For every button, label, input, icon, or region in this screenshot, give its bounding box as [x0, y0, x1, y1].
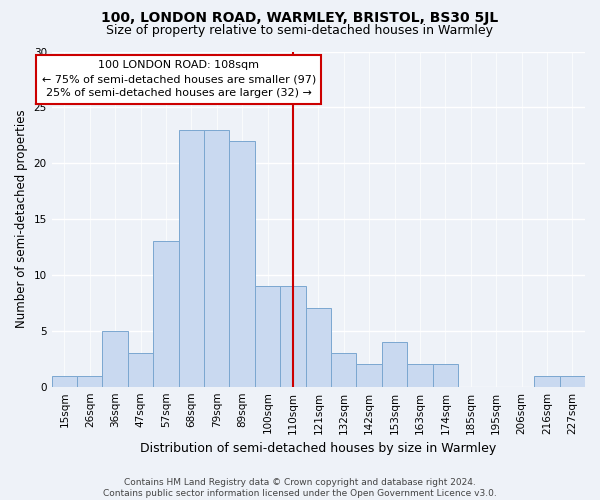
Bar: [280, 286, 305, 386]
Bar: [103, 331, 128, 386]
Bar: [229, 141, 255, 386]
Bar: [407, 364, 433, 386]
Bar: [255, 286, 280, 386]
Bar: [179, 130, 204, 386]
X-axis label: Distribution of semi-detached houses by size in Warmley: Distribution of semi-detached houses by …: [140, 442, 496, 455]
Bar: [356, 364, 382, 386]
Bar: [305, 308, 331, 386]
Text: 100 LONDON ROAD: 108sqm
← 75% of semi-detached houses are smaller (97)
25% of se: 100 LONDON ROAD: 108sqm ← 75% of semi-de…: [41, 60, 316, 98]
Bar: [77, 376, 103, 386]
Bar: [560, 376, 585, 386]
Bar: [433, 364, 458, 386]
Bar: [153, 242, 179, 386]
Text: 100, LONDON ROAD, WARMLEY, BRISTOL, BS30 5JL: 100, LONDON ROAD, WARMLEY, BRISTOL, BS30…: [101, 11, 499, 25]
Text: Size of property relative to semi-detached houses in Warmley: Size of property relative to semi-detach…: [107, 24, 493, 37]
Text: Contains HM Land Registry data © Crown copyright and database right 2024.
Contai: Contains HM Land Registry data © Crown c…: [103, 478, 497, 498]
Bar: [204, 130, 229, 386]
Bar: [382, 342, 407, 386]
Bar: [128, 353, 153, 386]
Bar: [52, 376, 77, 386]
Bar: [534, 376, 560, 386]
Bar: [331, 353, 356, 386]
Y-axis label: Number of semi-detached properties: Number of semi-detached properties: [15, 110, 28, 328]
